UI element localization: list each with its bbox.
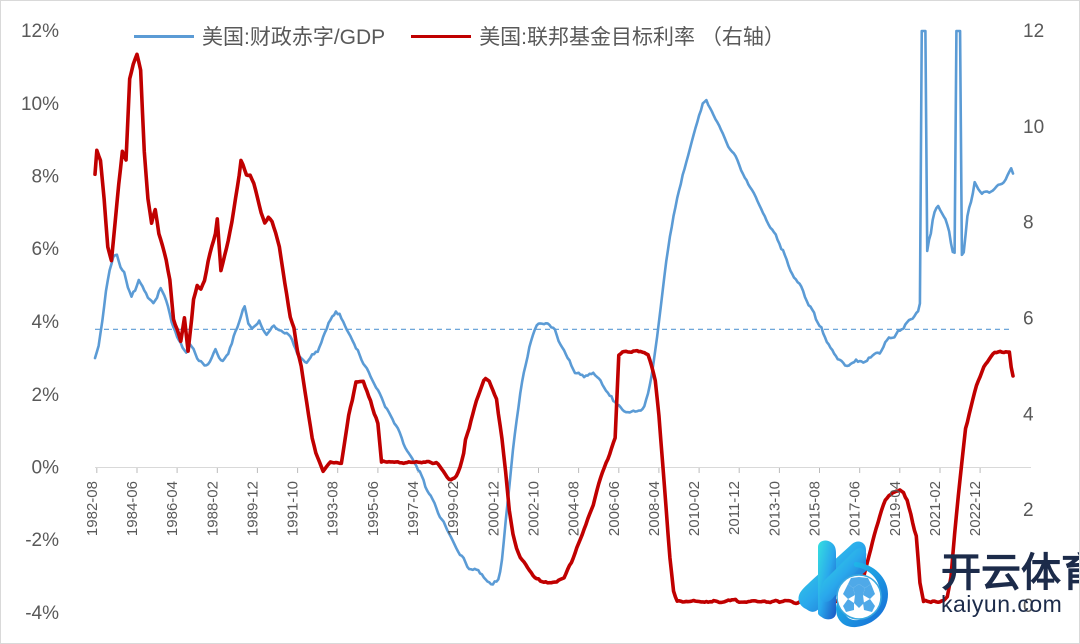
svg-text:2004-08: 2004-08: [566, 481, 583, 536]
svg-text:2: 2: [1023, 500, 1034, 521]
svg-text:0%: 0%: [32, 458, 60, 479]
svg-text:1999-02: 1999-02: [445, 481, 462, 536]
svg-text:2022-12: 2022-12: [967, 481, 984, 536]
svg-text:kaiyun.com: kaiyun.com: [941, 591, 1062, 617]
svg-text:2015-08: 2015-08: [807, 481, 824, 536]
svg-text:2000-12: 2000-12: [485, 481, 502, 536]
svg-text:-2%: -2%: [25, 530, 59, 551]
svg-text:4%: 4%: [32, 312, 60, 333]
svg-text:2021-02: 2021-02: [927, 481, 944, 536]
svg-text:2010-02: 2010-02: [686, 481, 703, 536]
svg-text:10%: 10%: [21, 94, 59, 115]
svg-text:1984-06: 1984-06: [124, 481, 141, 536]
svg-text:2008-04: 2008-04: [646, 481, 663, 536]
svg-text:2002-10: 2002-10: [526, 481, 543, 536]
svg-text:10: 10: [1023, 117, 1044, 138]
svg-text:4: 4: [1023, 404, 1034, 425]
svg-text:8: 8: [1023, 213, 1034, 234]
svg-text:12: 12: [1023, 21, 1044, 42]
svg-text:2017-06: 2017-06: [847, 481, 864, 536]
svg-text:-4%: -4%: [25, 603, 59, 624]
svg-text:1988-02: 1988-02: [204, 481, 221, 536]
svg-text:1982-08: 1982-08: [84, 481, 101, 536]
svg-text:2013-10: 2013-10: [766, 481, 783, 536]
svg-text:1997-04: 1997-04: [405, 481, 422, 536]
svg-text:2006-06: 2006-06: [606, 481, 623, 536]
svg-text:12%: 12%: [21, 21, 59, 42]
svg-text:1986-04: 1986-04: [164, 481, 181, 536]
svg-text:2%: 2%: [32, 385, 60, 406]
svg-text:1993-08: 1993-08: [325, 481, 342, 536]
svg-text:1995-06: 1995-06: [365, 481, 382, 536]
svg-text:2019-04: 2019-04: [887, 481, 904, 536]
svg-text:6: 6: [1023, 309, 1034, 330]
svg-text:1991-10: 1991-10: [285, 481, 302, 536]
svg-text:2011-12: 2011-12: [726, 481, 743, 535]
svg-text:6%: 6%: [32, 239, 60, 260]
svg-text:8%: 8%: [32, 167, 60, 188]
svg-text:开云体育: 开云体育: [941, 551, 1080, 595]
svg-text:1989-12: 1989-12: [244, 481, 261, 536]
